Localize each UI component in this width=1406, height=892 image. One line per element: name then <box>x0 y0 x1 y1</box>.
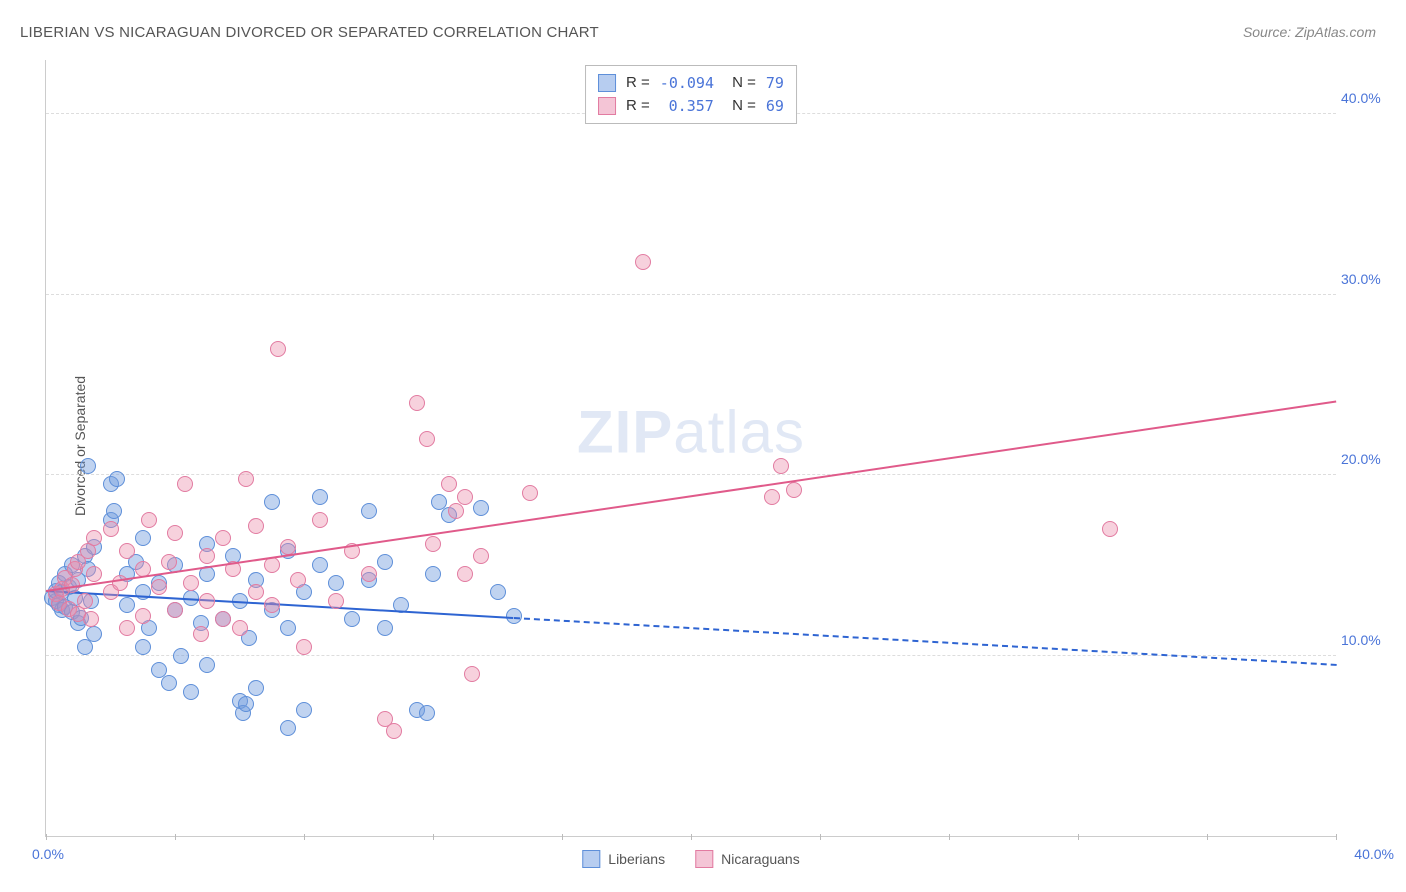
data-point <box>773 458 789 474</box>
data-point <box>161 675 177 691</box>
data-point <box>119 597 135 613</box>
legend-item: Liberians <box>582 850 665 868</box>
data-point <box>296 702 312 718</box>
data-point <box>103 521 119 537</box>
data-point <box>280 720 296 736</box>
data-point <box>215 530 231 546</box>
data-point <box>86 626 102 642</box>
data-point <box>448 503 464 519</box>
data-point <box>167 525 183 541</box>
data-point <box>264 494 280 510</box>
stats-row: R = 0.357 N = 69 <box>598 95 784 118</box>
data-point <box>312 489 328 505</box>
data-point <box>232 620 248 636</box>
data-point <box>141 512 157 528</box>
data-point <box>135 608 151 624</box>
data-point <box>361 566 377 582</box>
data-point <box>264 597 280 613</box>
data-point <box>151 579 167 595</box>
data-point <box>290 572 306 588</box>
data-point <box>464 666 480 682</box>
data-point <box>248 680 264 696</box>
data-point <box>83 611 99 627</box>
data-point <box>419 431 435 447</box>
data-point <box>135 639 151 655</box>
data-point <box>86 566 102 582</box>
data-point <box>77 593 93 609</box>
data-point <box>361 503 377 519</box>
data-point <box>377 554 393 570</box>
y-tick: 40.0% <box>1341 90 1391 106</box>
stats-row: R = -0.094 N = 79 <box>598 72 784 95</box>
data-point <box>193 626 209 642</box>
x-tick-label: 40.0% <box>1354 846 1394 862</box>
data-point <box>522 485 538 501</box>
y-tick: 30.0% <box>1341 271 1391 287</box>
data-point <box>199 593 215 609</box>
data-point <box>199 657 215 673</box>
trend-line <box>514 617 1336 666</box>
data-point <box>344 611 360 627</box>
watermark: ZIPatlas <box>577 398 805 467</box>
data-point <box>1102 521 1118 537</box>
data-point <box>296 639 312 655</box>
data-point <box>135 530 151 546</box>
data-point <box>248 518 264 534</box>
stats-box: R = -0.094 N = 79R = 0.357 N = 69 <box>585 65 797 124</box>
data-point <box>86 530 102 546</box>
data-point <box>161 554 177 570</box>
data-point <box>328 575 344 591</box>
data-point <box>377 620 393 636</box>
data-point <box>280 620 296 636</box>
data-point <box>177 476 193 492</box>
data-point <box>80 458 96 474</box>
legend-item: Nicaraguans <box>695 850 800 868</box>
data-point <box>312 557 328 573</box>
scatter-plot: ZIPatlas R = -0.094 N = 79R = 0.357 N = … <box>45 60 1336 837</box>
data-point <box>248 584 264 600</box>
data-point <box>119 543 135 559</box>
chart-title: LIBERIAN VS NICARAGUAN DIVORCED OR SEPAR… <box>20 24 599 41</box>
data-point <box>328 593 344 609</box>
data-point <box>270 341 286 357</box>
data-point <box>473 500 489 516</box>
data-point <box>409 395 425 411</box>
data-point <box>183 575 199 591</box>
data-point <box>264 557 280 573</box>
data-point <box>419 705 435 721</box>
data-point <box>312 512 328 528</box>
data-point <box>441 476 457 492</box>
data-point <box>167 602 183 618</box>
data-point <box>215 611 231 627</box>
data-point <box>490 584 506 600</box>
data-point <box>106 503 122 519</box>
data-point <box>457 489 473 505</box>
data-point <box>635 254 651 270</box>
data-point <box>473 548 489 564</box>
x-tick-label: 0.0% <box>32 846 64 862</box>
y-tick: 10.0% <box>1341 632 1391 648</box>
data-point <box>173 648 189 664</box>
data-point <box>109 471 125 487</box>
data-point <box>199 548 215 564</box>
data-point <box>238 471 254 487</box>
legend: Liberians Nicaraguans <box>582 850 799 868</box>
data-point <box>238 696 254 712</box>
y-tick: 20.0% <box>1341 451 1391 467</box>
data-point <box>425 566 441 582</box>
data-point <box>183 684 199 700</box>
data-point <box>457 566 473 582</box>
data-point <box>764 489 780 505</box>
data-point <box>786 482 802 498</box>
data-point <box>119 620 135 636</box>
source-label: Source: ZipAtlas.com <box>1243 24 1376 40</box>
data-point <box>386 723 402 739</box>
data-point <box>425 536 441 552</box>
